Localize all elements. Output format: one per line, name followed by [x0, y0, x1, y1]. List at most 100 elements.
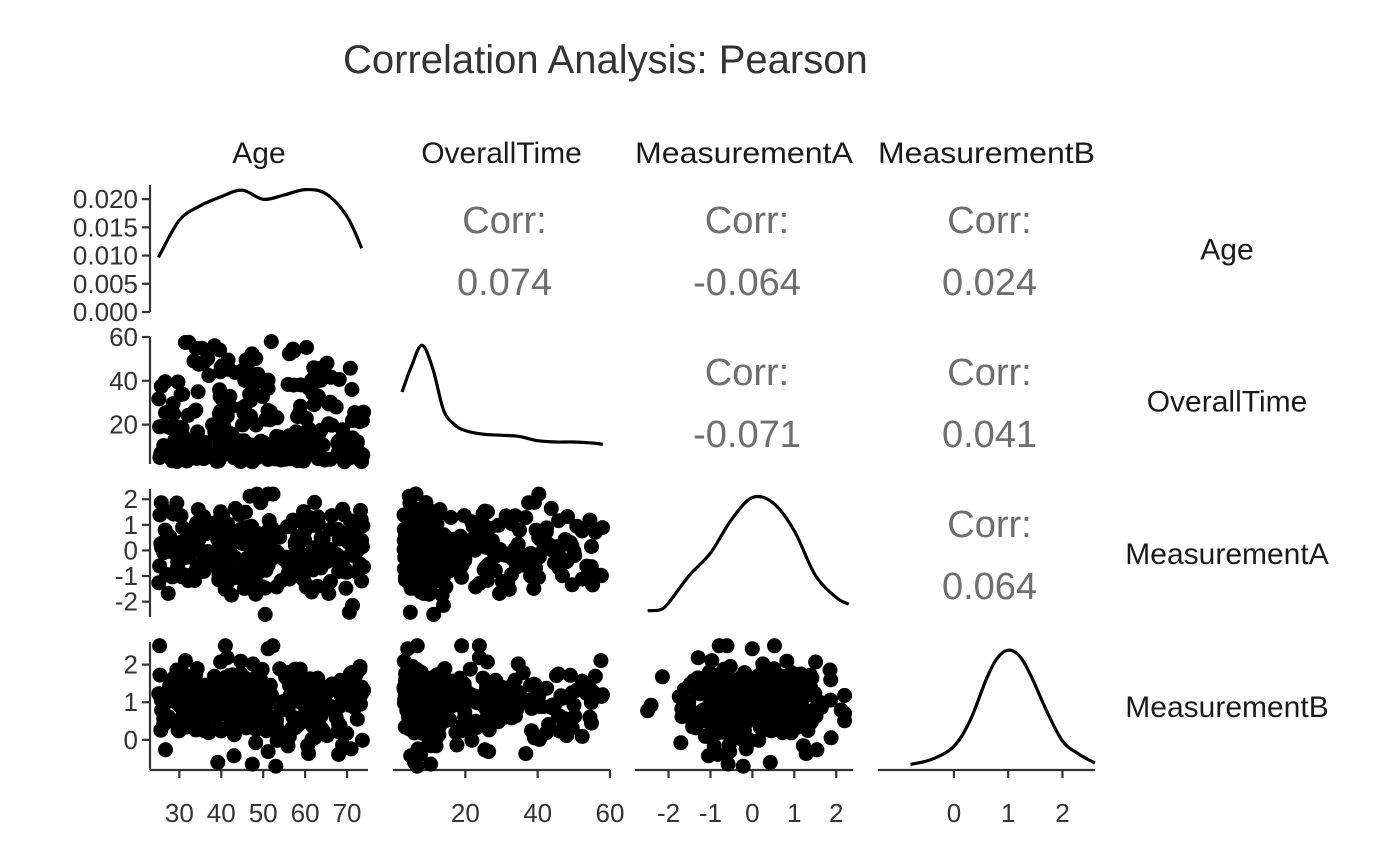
data-point-overalltime-vs-measurementa	[407, 532, 423, 547]
data-point-overalltime-vs-measurementb	[431, 686, 447, 701]
data-point-age-vs-measurementb	[280, 700, 296, 716]
data-point-overalltime-vs-measurementb	[551, 723, 567, 739]
data-point-overalltime-vs-measurementb	[464, 732, 480, 748]
data-point-age-vs-measurementa	[353, 503, 368, 518]
data-point-age-vs-measurementa	[210, 532, 226, 547]
data-point-age-vs-measurementa	[236, 580, 252, 596]
data-point-age-vs-measurementa	[164, 569, 180, 585]
data-point-age-vs-overalltime	[210, 452, 226, 468]
data-point-measurementa-vs-measurementb	[804, 670, 820, 686]
data-point-overalltime-vs-measurementa	[449, 557, 465, 573]
data-point-overalltime-vs-measurementa	[452, 544, 468, 559]
data-point-overalltime-vs-measurementa	[551, 540, 567, 556]
data-point-measurementa-vs-measurementb	[732, 682, 747, 698]
data-point-age-vs-measurementa	[166, 506, 182, 522]
data-point-age-vs-overalltime	[263, 334, 279, 350]
data-point-age-vs-measurementa	[160, 585, 176, 601]
strip-label-top-measurementb: MeasurementB	[878, 137, 1095, 170]
data-point-measurementa-vs-measurementb	[784, 720, 800, 736]
data-point-age-vs-overalltime	[321, 396, 337, 412]
data-point-age-vs-overalltime	[296, 453, 311, 469]
data-point-age-vs-overalltime	[280, 376, 296, 392]
data-point-overalltime-vs-measurementa	[584, 539, 599, 554]
data-point-age-vs-overalltime	[194, 340, 210, 356]
data-point-overalltime-vs-measurementb	[551, 666, 566, 682]
data-point-age-vs-measurementa	[157, 522, 173, 538]
y-tick-label: -1	[115, 561, 138, 591]
data-point-overalltime-vs-measurementa	[408, 486, 423, 502]
y-tick-label: 40	[109, 366, 138, 396]
data-point-overalltime-vs-measurementa	[574, 571, 590, 587]
data-point-age-vs-overalltime	[272, 429, 288, 445]
data-point-age-vs-measurementa	[175, 520, 191, 536]
y-tick-label: 20	[109, 410, 138, 440]
data-point-overalltime-vs-measurementa	[477, 528, 493, 544]
data-point-age-vs-measurementa	[307, 494, 323, 510]
data-point-overalltime-vs-measurementa	[574, 523, 590, 539]
data-point-age-vs-measurementb	[153, 722, 169, 738]
data-point-age-vs-measurementa	[242, 488, 258, 504]
y-tick-label: 0.015	[73, 212, 138, 242]
x-tick-label: 1	[1001, 798, 1015, 828]
data-point-age-vs-measurementb	[287, 661, 303, 677]
data-point-overalltime-vs-measurementb	[593, 653, 609, 669]
data-point-age-vs-overalltime	[354, 448, 370, 464]
data-point-age-vs-measurementa	[334, 553, 349, 569]
data-point-overalltime-vs-measurementb	[437, 661, 453, 677]
data-point-age-vs-measurementa	[280, 556, 296, 572]
data-point-age-vs-overalltime	[316, 451, 331, 467]
data-point-age-vs-measurementa	[190, 502, 206, 518]
x-tick-label: 1	[787, 798, 801, 828]
corr-value-age-measurementb: 0.024	[942, 262, 1037, 304]
data-point-age-vs-measurementa	[258, 547, 274, 563]
density-curve-measurementb	[910, 648, 1096, 766]
data-point-measurementa-vs-measurementb	[794, 709, 810, 725]
data-point-overalltime-vs-measurementb	[566, 697, 582, 713]
data-point-overalltime-vs-measurementa	[436, 560, 452, 575]
data-point-overalltime-vs-measurementa	[504, 516, 520, 532]
data-point-measurementa-vs-measurementb	[704, 653, 720, 669]
data-point-age-vs-measurementa	[290, 529, 306, 545]
data-point-measurementa-vs-measurementb	[743, 670, 759, 686]
data-point-age-vs-overalltime	[170, 374, 186, 390]
data-point-overalltime-vs-measurementb	[408, 688, 424, 704]
data-point-measurementa-vs-measurementb	[695, 702, 711, 718]
data-point-age-vs-measurementb	[203, 711, 218, 727]
data-point-overalltime-vs-measurementb	[524, 723, 539, 739]
data-point-overalltime-vs-measurementb	[403, 667, 419, 683]
data-point-age-vs-measurementb	[348, 666, 364, 682]
data-point-overalltime-vs-measurementb	[428, 732, 443, 748]
data-point-age-vs-overalltime	[188, 402, 204, 418]
data-point-age-vs-measurementa	[335, 501, 351, 517]
data-point-overalltime-vs-measurementa	[487, 562, 503, 578]
data-point-age-vs-measurementa	[352, 556, 368, 572]
data-point-overalltime-vs-measurementb	[587, 668, 603, 684]
data-point-age-vs-overalltime	[170, 448, 186, 464]
data-point-overalltime-vs-measurementb	[515, 665, 531, 681]
data-point-age-vs-measurementb	[190, 695, 206, 711]
data-point-age-vs-overalltime	[157, 374, 173, 390]
data-point-measurementa-vs-measurementb	[767, 638, 782, 654]
data-point-measurementa-vs-measurementb	[823, 730, 839, 746]
data-point-age-vs-measurementb	[170, 722, 186, 738]
data-point-overalltime-vs-measurementb	[436, 699, 452, 715]
data-point-overalltime-vs-measurementb	[442, 712, 458, 727]
data-point-age-vs-measurementa	[262, 519, 278, 534]
data-point-overalltime-vs-measurementb	[477, 742, 493, 758]
y-tick-label: 2	[124, 484, 138, 514]
data-point-age-vs-measurementa	[344, 514, 360, 530]
data-point-age-vs-measurementb	[210, 698, 226, 713]
data-point-overalltime-vs-measurementa	[431, 572, 447, 588]
data-point-age-vs-measurementa	[257, 606, 273, 622]
data-point-age-vs-measurementb	[347, 700, 363, 716]
data-point-age-vs-measurementb	[354, 732, 370, 748]
data-point-age-vs-overalltime	[235, 417, 250, 433]
x-tick-label: 50	[249, 798, 278, 828]
data-point-age-vs-overalltime	[262, 412, 278, 428]
corr-value-measurementa-measurementb: 0.064	[942, 566, 1037, 608]
data-point-overalltime-vs-measurementb	[452, 670, 468, 686]
data-point-measurementa-vs-measurementb	[744, 641, 760, 657]
data-point-age-vs-measurementb	[158, 742, 173, 758]
data-point-overalltime-vs-measurementa	[402, 604, 418, 620]
data-point-overalltime-vs-measurementa	[443, 510, 459, 525]
